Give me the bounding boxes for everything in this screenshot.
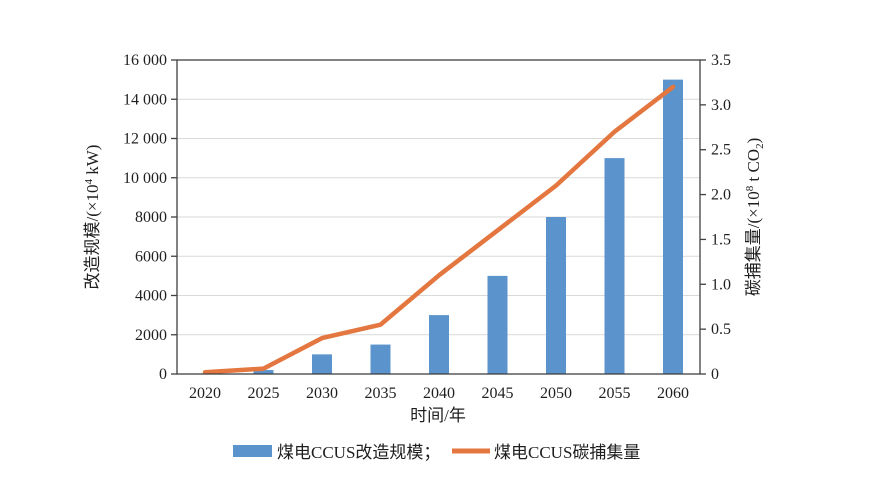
left-axis-tick-label: 0 [159, 366, 167, 383]
bar [663, 79, 683, 374]
x-axis-tick-label: 2060 [657, 385, 689, 402]
x-axis-tick-label: 2025 [248, 385, 280, 402]
bar [312, 354, 332, 374]
plot-area: 0 2000 4000 6000 8000 10 000 12 000 14 000 16 00… [123, 52, 731, 402]
x-axis-tick-label: 2045 [482, 385, 514, 402]
right-axis-tick-label: 3.5 [711, 52, 731, 69]
right-axis-tick-label: 1.0 [711, 276, 731, 293]
left-axis-tick-label: 10 000 [123, 170, 167, 187]
x-axis-title: 时间/年 [410, 406, 466, 425]
left-axis-tick-label: 8000 [135, 209, 167, 226]
right-axis-title: 碳捕集量/(×108 t CO2) [744, 138, 766, 297]
x-axis-tick-label: 2020 [189, 385, 221, 402]
legend-label-bar: 煤电CCUS改造规模； [277, 443, 440, 462]
bar [253, 370, 274, 374]
legend-bar-swatch [233, 445, 272, 457]
left-axis-tick-label: 2000 [135, 327, 167, 344]
left-axis-tick-label: 14 000 [123, 91, 167, 108]
x-axis-tick-label: 2055 [599, 385, 631, 402]
x-axis-tick-label: 2050 [540, 385, 572, 402]
left-axis-title: 改造规模/(×104 kW) [83, 145, 102, 290]
bar [546, 217, 566, 374]
left-axis-tick-label: 16 000 [123, 52, 167, 69]
capture-line [202, 84, 676, 375]
bar [604, 158, 625, 374]
right-axis-tick-label: 2.5 [711, 142, 731, 159]
left-axis-tick-label: 12 000 [123, 131, 167, 148]
legend: 煤电CCUS改造规模； 煤电CCUS碳捕集量 [233, 443, 640, 462]
x-axis-tick-label: 2035 [365, 385, 397, 402]
right-axis-tick-label: 3.0 [711, 97, 731, 114]
left-axis-tick-label: 4000 [135, 288, 167, 305]
bar [487, 275, 508, 374]
x-axis-tick-label: 2040 [423, 385, 455, 402]
bar [429, 315, 449, 374]
x-axis-tick-label: 2030 [306, 385, 338, 402]
right-axis-tick-label: 2.0 [711, 187, 731, 204]
right-axis-tick-label: 0 [711, 366, 719, 383]
bar [370, 344, 391, 374]
right-axis-tick-label: 0.5 [711, 321, 731, 338]
right-axis-tick-label: 1.5 [711, 231, 731, 248]
legend-label-line: 煤电CCUS碳捕集量 [494, 443, 640, 462]
left-axis-tick-label: 6000 [135, 248, 167, 265]
